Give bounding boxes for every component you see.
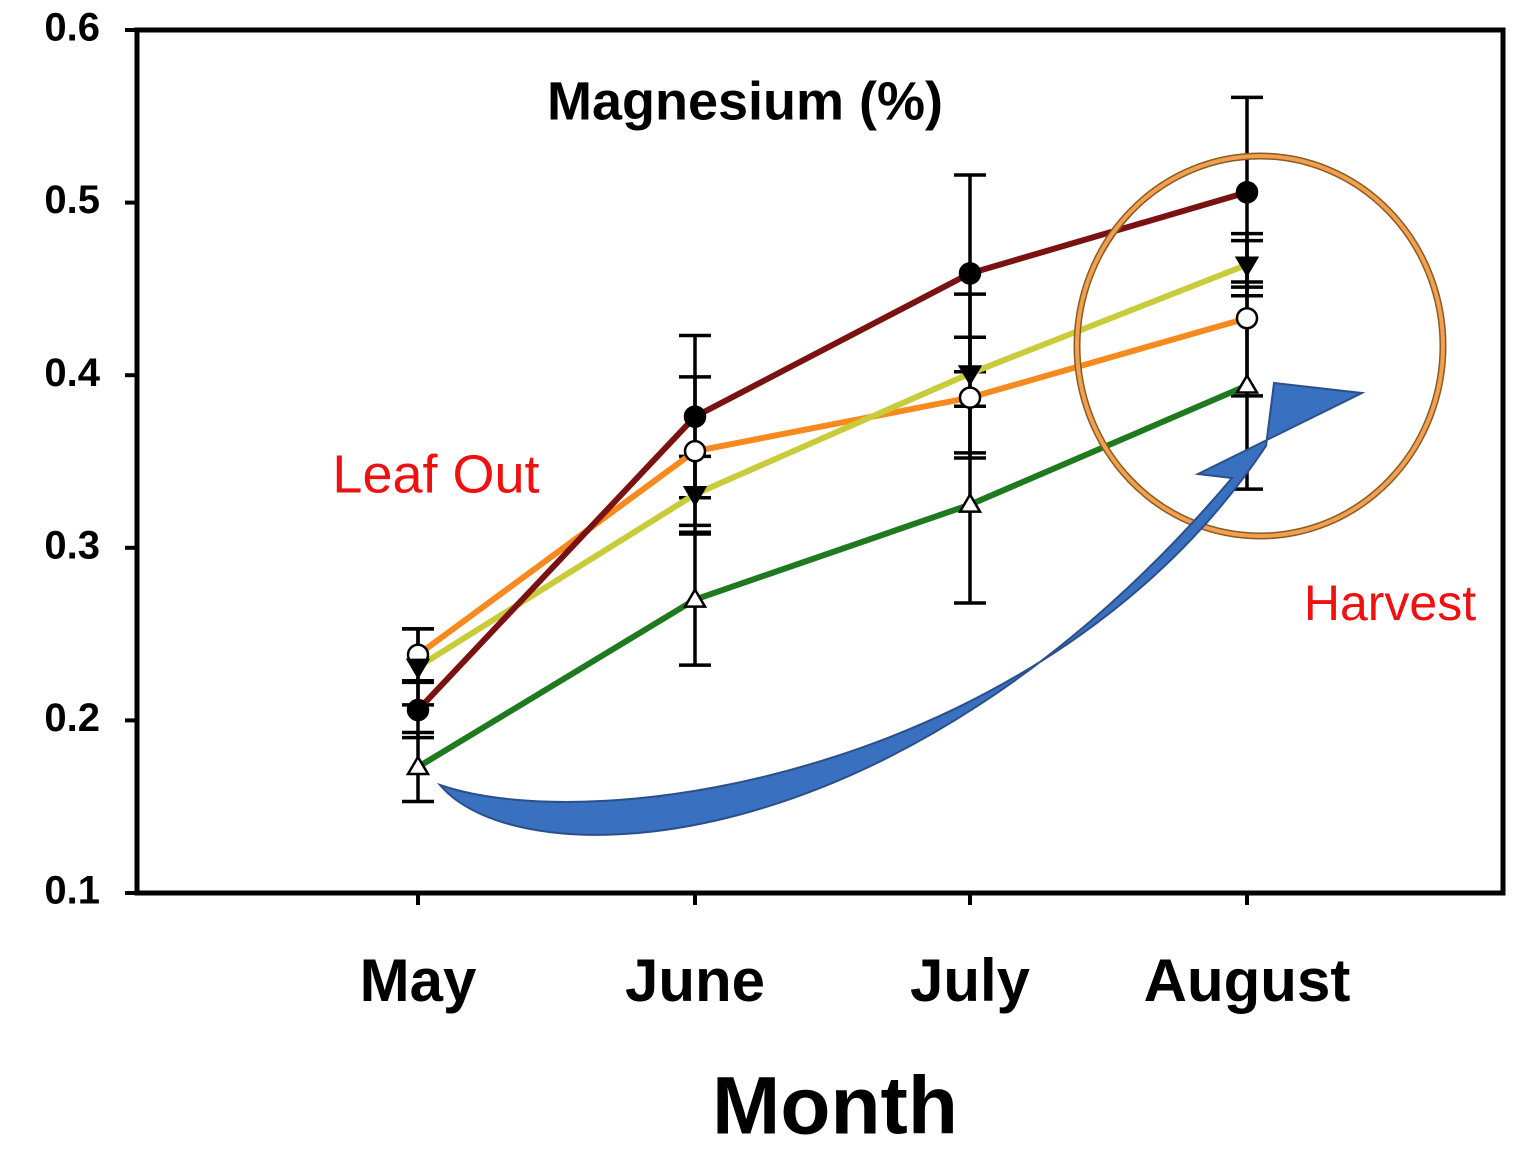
point — [1235, 306, 1259, 330]
point — [405, 658, 431, 680]
series-line — [416, 315, 1248, 658]
point — [405, 754, 431, 776]
point — [683, 405, 707, 428]
series-line — [416, 261, 1249, 670]
x-axis-label: Month — [712, 1061, 958, 1152]
y-tick-label: 0.1 — [44, 869, 100, 913]
y-tick-label: 0.6 — [44, 6, 100, 50]
y-tick-label: 0.3 — [44, 523, 100, 567]
marks: 0.1 0.2 0.3 0.4 0.5 0.6 May June July August — [44, 6, 1350, 1014]
y-tick-label: 0.2 — [44, 696, 100, 740]
point — [683, 439, 707, 463]
chart-title: Magnesium (%) — [547, 71, 943, 131]
highlight-ellipse-inner — [1075, 154, 1445, 538]
point — [682, 587, 708, 608]
point — [958, 262, 982, 285]
annotation: Harvest — [1304, 575, 1476, 631]
annotation: Leaf Out — [332, 444, 539, 504]
plot-frame — [134, 27, 1506, 896]
point — [1234, 256, 1260, 278]
series-line — [415, 189, 1248, 713]
x-tick-label: August — [1144, 947, 1351, 1014]
series-line — [416, 382, 1249, 770]
point — [1235, 180, 1259, 204]
point — [957, 365, 983, 386]
x-tick-label: July — [910, 947, 1031, 1014]
x-tick-label: May — [360, 947, 477, 1014]
point — [406, 698, 430, 722]
y-tick-label: 0.5 — [44, 178, 100, 222]
point — [682, 486, 708, 507]
point — [958, 386, 982, 409]
arrow — [436, 381, 1366, 836]
point — [957, 492, 983, 513]
y-tick-label: 0.4 — [44, 351, 100, 395]
point — [1234, 373, 1260, 394]
x-tick-label: June — [625, 947, 765, 1014]
